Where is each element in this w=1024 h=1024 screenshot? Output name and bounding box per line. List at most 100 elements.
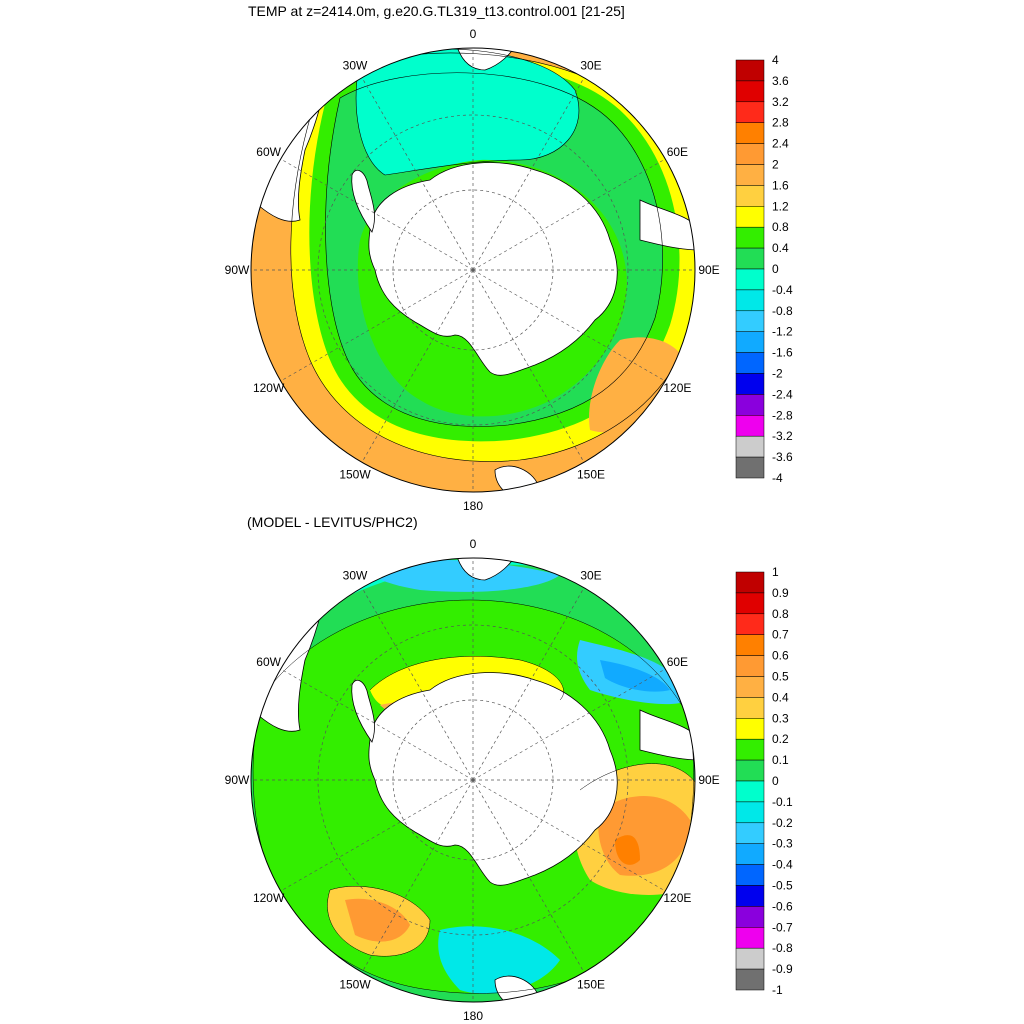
meridian-n150e xyxy=(472,779,585,973)
lon-label-n30e: 30E xyxy=(580,59,601,73)
colorbar-swatch xyxy=(735,352,765,374)
meridian-n30w xyxy=(361,587,474,781)
lon-label-n150w: 150W xyxy=(339,977,371,991)
map-top: 0 30E 60E 90E 120E 150E 180 150W 120W 90W 60W 30W xyxy=(225,27,720,513)
colorbar-swatch xyxy=(735,268,765,291)
colorbar-label: -0.2 xyxy=(772,816,793,830)
colorbar-swatch xyxy=(735,759,765,782)
meridian-n120e xyxy=(472,779,666,892)
colorbar-label: 0.1 xyxy=(772,753,789,767)
colorbar-label: -2.8 xyxy=(772,408,793,422)
meridian-n150w xyxy=(361,779,474,973)
meridians-bottom xyxy=(251,558,695,1002)
colorbar-swatch xyxy=(735,718,765,740)
colorbar-label: -1.2 xyxy=(772,325,793,339)
map-border-top xyxy=(250,47,696,493)
lon-label-n30e: 30E xyxy=(580,569,601,583)
lon-label-n180: 180 xyxy=(463,1009,483,1023)
colorbar-label: -0.8 xyxy=(772,941,793,955)
meridian-n120w xyxy=(280,269,474,382)
meridian-n60w xyxy=(280,158,474,271)
colorbar-label: -0.9 xyxy=(772,962,793,976)
colorbar-swatch xyxy=(735,634,765,656)
colorbar-swatch xyxy=(735,592,765,615)
lon-label-n90w: 90W xyxy=(225,263,250,277)
colorbar-swatch xyxy=(735,927,765,949)
colorbar-swatch xyxy=(735,143,765,165)
colorbar-label: 0.5 xyxy=(772,670,789,684)
meridian-n120w xyxy=(280,779,474,892)
antarctica-bottom xyxy=(368,672,618,886)
colorbar-label: -0.5 xyxy=(772,879,793,893)
colorbar-label: -0.6 xyxy=(772,899,793,913)
lon-label-n120e: 120E xyxy=(663,891,691,905)
colorbar-swatch xyxy=(735,415,765,437)
colorbar-label: 0.2 xyxy=(772,732,789,746)
colorbar-label: -1.6 xyxy=(772,346,793,360)
colorbar-swatch xyxy=(735,780,765,803)
colorbar-swatch xyxy=(735,738,765,761)
colorbar-top: 4 3.6 3.2 2.8 2.4 2 1.6 1.2 0.8 0.4 0 -0.4 -0.8 -1.2 -… xyxy=(735,53,793,485)
colorbar-label: 3.6 xyxy=(772,74,789,88)
colorbar-label: 3.2 xyxy=(772,95,789,109)
meridians-top xyxy=(251,48,695,492)
colorbar-swatch xyxy=(735,331,765,353)
colorbar-swatch xyxy=(735,885,765,907)
colorbar-swatch xyxy=(735,373,765,395)
colorbar-label: -0.4 xyxy=(772,283,793,297)
colorbar-label: 0 xyxy=(772,774,779,788)
lon-label-n60w: 60W xyxy=(256,655,281,669)
colorbar-label: 1.2 xyxy=(772,199,789,213)
lon-label-n120w: 120W xyxy=(253,891,285,905)
africa-top xyxy=(454,48,521,71)
lon-label-n60e: 60E xyxy=(667,145,688,159)
colorbar-label: 0.8 xyxy=(772,220,789,234)
colorbar-swatch xyxy=(735,80,765,103)
lon-label-n150e: 150E xyxy=(577,977,605,991)
colorbar-label: -0.7 xyxy=(772,920,793,934)
colorbar-label: 4 xyxy=(772,53,779,67)
colorbar-label: 0.8 xyxy=(772,607,789,621)
colorbar-swatch xyxy=(735,676,765,698)
meridian-n150e xyxy=(472,269,585,463)
colorbar-swatch xyxy=(735,310,765,332)
colorbar-swatch xyxy=(735,906,765,928)
colorbar-label: 1.6 xyxy=(772,178,789,192)
colorbar-swatch xyxy=(735,968,765,991)
longitude-labels-bottom: 0 30E 60E 90E 120E 150E 180 150W 120W 90W 60W 30W xyxy=(225,537,720,1023)
antarctica-top xyxy=(368,162,618,376)
meridian-n30e xyxy=(472,587,585,781)
colorbar-swatch xyxy=(735,247,765,270)
map-bottom: 0 30E 60E 90E 120E 150E 180 150W 120W 90W 60W 30W xyxy=(225,537,720,1023)
colorbar-swatch xyxy=(735,697,765,719)
lon-label-n90e: 90E xyxy=(698,263,719,277)
colorbar-label: -3.6 xyxy=(772,450,793,464)
colorbar-swatch xyxy=(735,122,765,144)
lon-label-n60w: 60W xyxy=(256,145,281,159)
colorbar-swatch xyxy=(735,947,765,970)
colorbar-label: 0.4 xyxy=(772,690,789,704)
lon-label-n90w: 90W xyxy=(225,773,250,787)
colorbar-label: 0.9 xyxy=(772,586,789,600)
colorbar-label: -0.8 xyxy=(772,304,793,318)
colorbar-swatch xyxy=(735,101,765,123)
map-title-bottom: (MODEL - LEVITUS/PHC2) xyxy=(247,514,418,530)
lon-label-n90e: 90E xyxy=(698,773,719,787)
lon-label-n120w: 120W xyxy=(253,381,285,395)
map-title-top: TEMP at z=2414.0m, g.e20.G.TL319_t13.con… xyxy=(248,3,625,19)
colorbar-swatch xyxy=(735,435,765,458)
meridian-n30e xyxy=(472,77,585,271)
lon-label-n120e: 120E xyxy=(663,381,691,395)
meridian-n30w xyxy=(361,77,474,271)
colorbar-swatch xyxy=(735,843,765,865)
colorbar-swatch xyxy=(735,185,765,207)
lon-label-n0: 0 xyxy=(470,537,477,551)
lon-label-n60e: 60E xyxy=(667,655,688,669)
colorbar-label: 0.6 xyxy=(772,649,789,663)
colorbar-label: -2.4 xyxy=(772,387,793,401)
colorbar-label: -4 xyxy=(772,471,783,485)
colorbar-label: -0.1 xyxy=(772,795,793,809)
meridian-n60e xyxy=(472,158,666,271)
colorbar-label: -1 xyxy=(772,983,783,997)
